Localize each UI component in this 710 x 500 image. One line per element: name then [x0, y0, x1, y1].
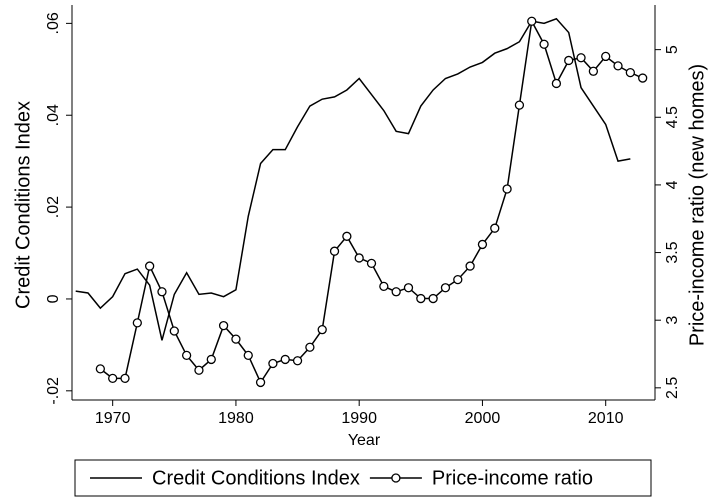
point-marker: [625, 67, 635, 78]
series-line: [99, 18, 643, 384]
legend-label: Credit Conditions Index: [152, 467, 360, 489]
point-marker: [551, 78, 562, 89]
x-tick-label: 1990: [341, 410, 377, 427]
point-marker: [453, 274, 463, 285]
point-marker: [502, 184, 512, 194]
point-marker: [613, 61, 623, 71]
y2-tick-label: 2.5: [664, 377, 681, 399]
point-marker: [317, 325, 327, 335]
point-marker: [194, 365, 204, 375]
series-line: [75, 17, 631, 341]
point-marker: [280, 354, 290, 365]
point-marker: [490, 223, 500, 233]
y2-axis-title: Price-income ratio (new homes): [686, 64, 708, 346]
point-marker: [120, 373, 130, 384]
point-marker: [305, 342, 315, 352]
point-marker: [342, 231, 352, 241]
y-tick-label: -.02: [45, 377, 62, 405]
point-marker: [576, 53, 586, 63]
point-marker: [108, 373, 118, 384]
x-tick-label: 2010: [588, 410, 624, 427]
legend-label: Price-income ratio: [432, 467, 593, 489]
legend-box: [74, 459, 652, 497]
x-tick-label: 1980: [218, 410, 254, 427]
point-marker: [231, 334, 241, 344]
point-marker: [564, 55, 574, 66]
y-tick-label: 0: [45, 294, 62, 303]
point-marker: [403, 283, 414, 293]
point-marker: [601, 51, 611, 62]
point-marker: [95, 364, 105, 374]
y-axis-title: Credit Conditions Index: [12, 101, 34, 309]
x-tick-label: 1970: [95, 410, 131, 427]
y2-tick-label: 4.5: [664, 106, 681, 128]
point-marker: [638, 73, 648, 83]
point-marker: [169, 326, 179, 336]
point-marker: [465, 261, 475, 271]
point-marker: [588, 66, 599, 76]
y-tick-label: .04: [45, 104, 62, 126]
point-marker: [268, 358, 278, 369]
y2-tick-label: 4: [664, 180, 681, 189]
point-marker: [243, 350, 253, 361]
y2-tick-label: 3: [664, 316, 681, 325]
point-marker: [391, 287, 401, 297]
point-marker: [440, 283, 451, 293]
point-marker: [206, 354, 216, 365]
point-marker: [527, 16, 537, 26]
point-marker: [477, 239, 488, 250]
point-marker: [132, 318, 142, 328]
x-axis-title: Year: [348, 432, 381, 449]
point-marker: [366, 258, 377, 269]
point-marker: [292, 356, 303, 366]
point-marker: [218, 320, 229, 331]
y-tick-label: .02: [45, 196, 62, 218]
point-marker: [255, 377, 266, 388]
point-marker: [354, 253, 364, 263]
y2-tick-label: 3.5: [664, 241, 681, 263]
point-marker: [539, 39, 549, 49]
point-marker: [416, 293, 426, 304]
point-marker: [329, 246, 340, 256]
y-tick-label: .06: [45, 12, 62, 34]
y2-tick-label: 5: [664, 45, 681, 54]
point-marker: [145, 261, 155, 271]
point-marker: [428, 293, 438, 304]
legend-marker: [391, 473, 401, 483]
point-marker: [379, 281, 389, 292]
point-marker: [514, 100, 525, 110]
point-marker: [157, 287, 167, 297]
x-tick-label: 2000: [465, 410, 501, 427]
point-marker: [181, 350, 192, 361]
